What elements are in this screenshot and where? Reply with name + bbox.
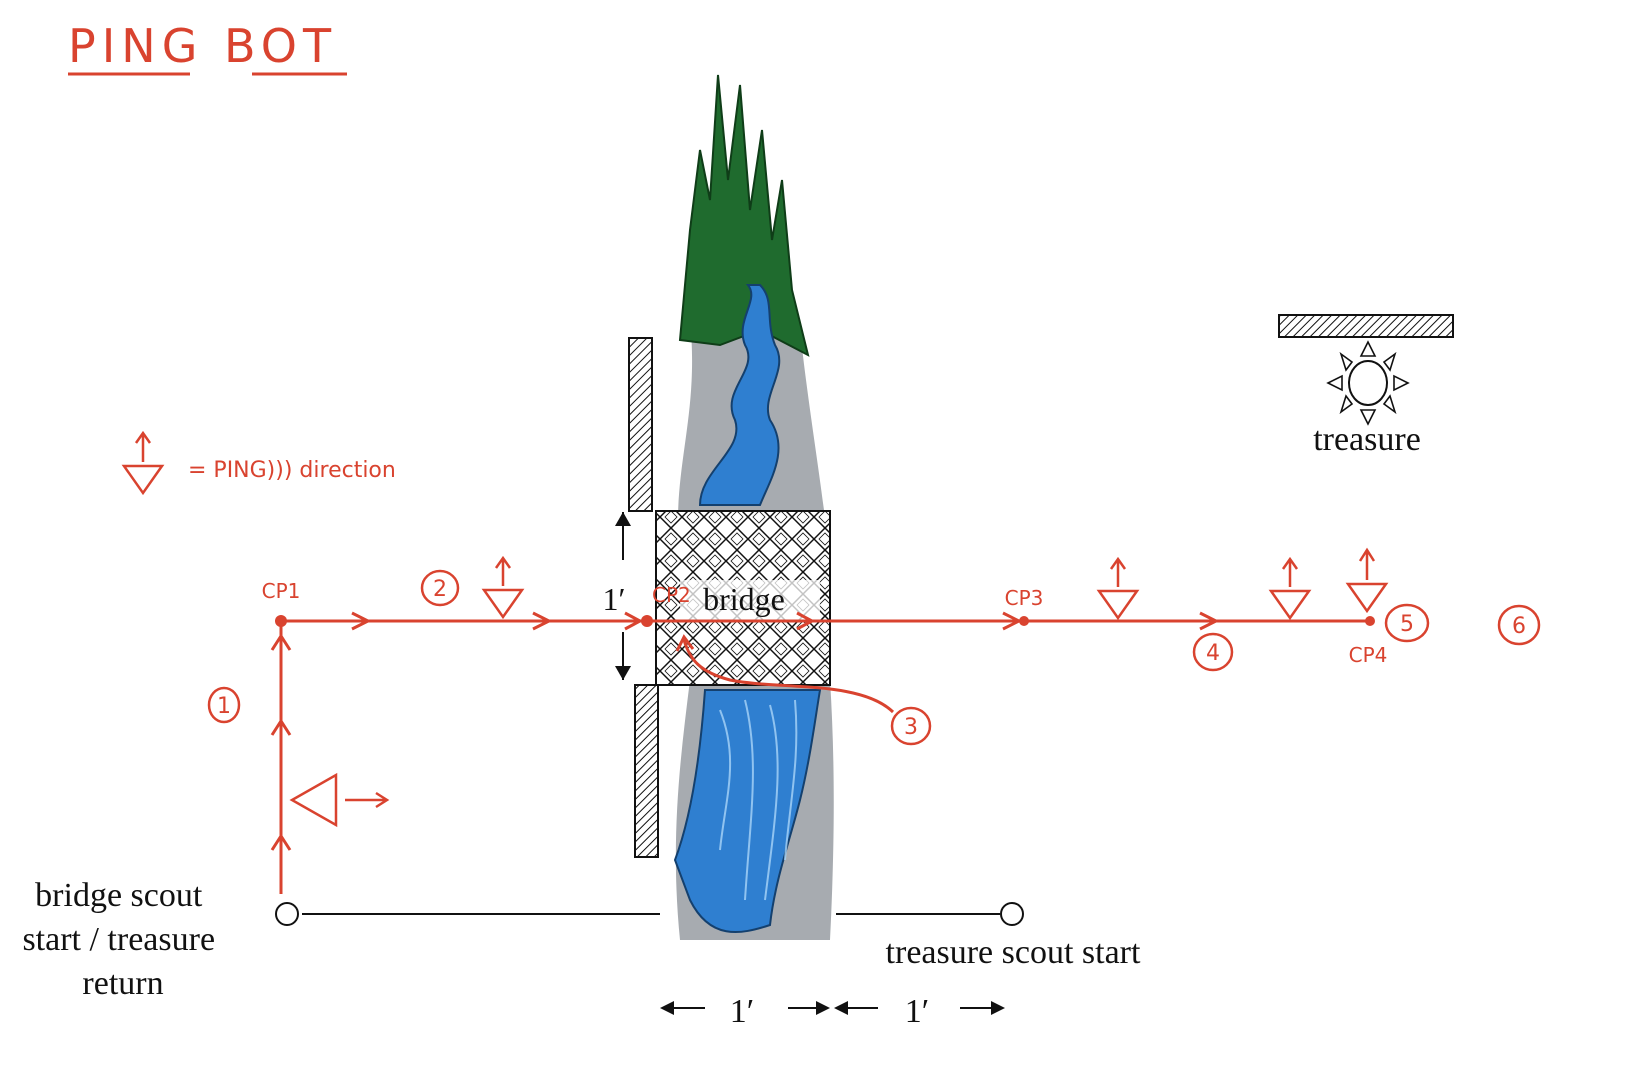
treasure-label: treasure [1313, 421, 1421, 458]
step-markers: 1 2 3 4 5 6 [207, 569, 1541, 746]
step-5: 5 [1400, 612, 1414, 637]
bridge-scout-start-marker [275, 902, 299, 926]
gap-height-label: 1′ [603, 581, 626, 617]
treasure-scout-start-marker [1000, 902, 1024, 926]
treasure-icon [1326, 340, 1410, 426]
legend-text: = PING))) direction [188, 458, 396, 483]
ping-sensors [121, 430, 1389, 828]
cp2-dot [641, 615, 653, 627]
river-illustration [673, 74, 834, 940]
cp3-dot [1019, 616, 1029, 626]
width-left-label: 1′ [730, 993, 754, 1030]
wall-upper-left [628, 337, 653, 512]
bridge-label: bridge [703, 581, 785, 617]
cp1-label: CP1 [262, 579, 301, 603]
title: PING BOT [68, 19, 347, 76]
cp4-dot [1365, 616, 1375, 626]
pine-trees [678, 74, 810, 357]
step-6: 6 [1512, 614, 1526, 639]
step-3: 3 [904, 715, 918, 740]
step-2: 2 [433, 577, 447, 602]
width-dimension: 1′ 1′ [660, 993, 1005, 1030]
wall-lower-left [634, 684, 659, 858]
cp3-label: CP3 [1005, 586, 1044, 610]
width-right-label: 1′ [905, 993, 929, 1030]
ground-line [275, 902, 1024, 926]
wall-treasure [1278, 314, 1454, 338]
cp1-dot [275, 615, 287, 627]
robot-path [270, 611, 1370, 894]
cp2-label: CP2 [652, 583, 691, 607]
cp4-label: CP4 [1349, 643, 1388, 667]
step-1: 1 [217, 694, 231, 719]
river-upper [698, 284, 781, 506]
river-lower [673, 689, 822, 934]
treasure-scout-start-label: treasure scout start [886, 934, 1141, 971]
gap-dimension: 1′ [603, 512, 631, 680]
title-text: PING BOT [68, 19, 337, 73]
step-4: 4 [1206, 641, 1220, 666]
bridge-scout-start-label: bridge scout start / treasure return [22, 877, 223, 1002]
